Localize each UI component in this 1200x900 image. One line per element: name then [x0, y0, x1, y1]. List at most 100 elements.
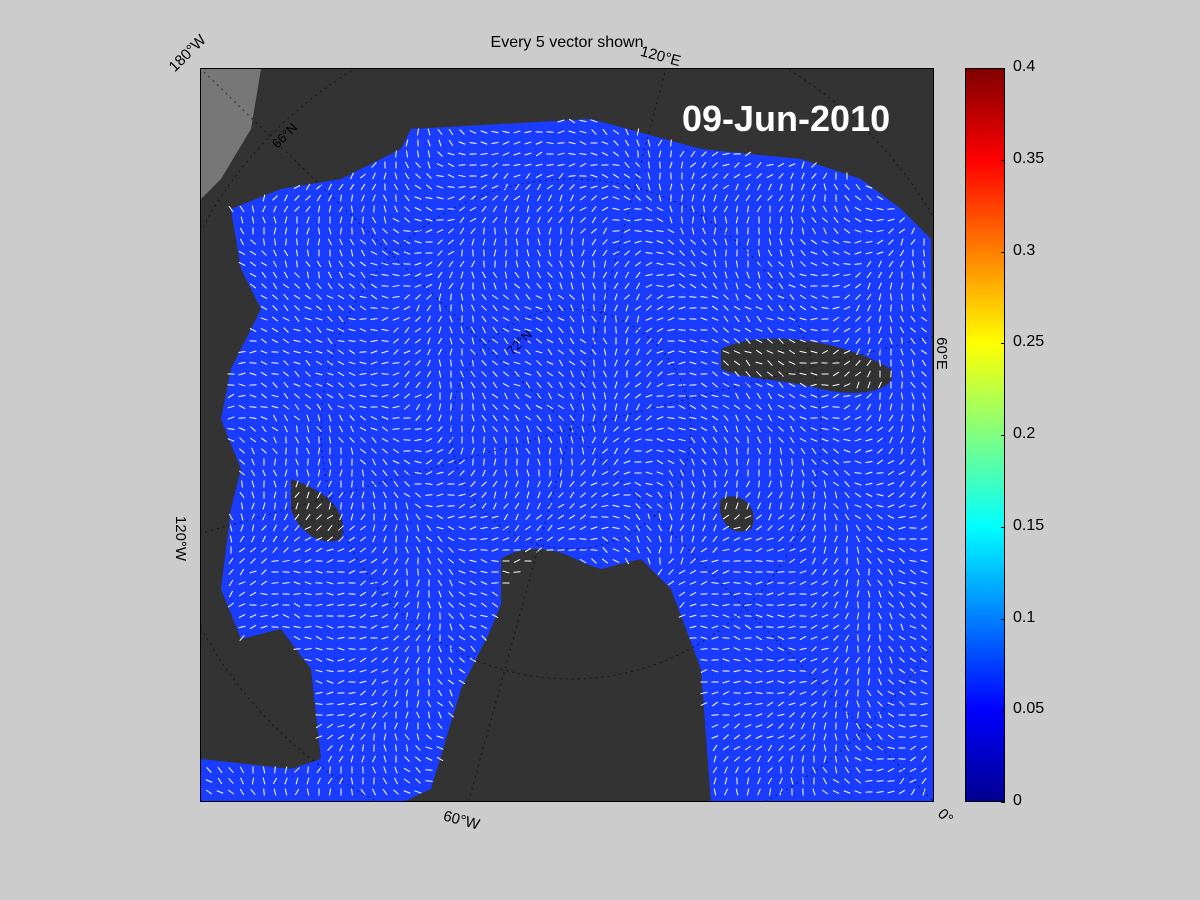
vector-arrow [273, 227, 277, 235]
vector-arrow [889, 612, 893, 620]
vector-arrow [843, 415, 851, 421]
vector-arrow [304, 350, 312, 354]
vector-arrow [725, 447, 727, 455]
vector-arrow [647, 150, 651, 158]
vector-arrow [404, 206, 410, 212]
vector-arrow [646, 535, 652, 543]
vector-arrow [667, 383, 675, 387]
vector-arrow [294, 393, 300, 399]
vector-arrow [920, 613, 928, 619]
vector-arrow [274, 238, 276, 246]
vector-arrow [724, 282, 728, 290]
vector-arrow [469, 603, 477, 607]
velocity-vectors [205, 118, 928, 796]
vector-arrow [878, 590, 882, 598]
vector-arrow [769, 216, 771, 224]
vector-arrow [549, 238, 551, 246]
vector-arrow [722, 603, 730, 607]
vector-arrow [382, 690, 388, 696]
vector-arrow [570, 436, 574, 444]
vector-arrow [722, 372, 730, 376]
vector-arrow [822, 711, 828, 719]
vector-arrow [569, 481, 575, 487]
vector-arrow [371, 162, 377, 168]
vector-arrow [888, 635, 894, 641]
vector-arrow [326, 295, 334, 299]
vector-arrow [878, 414, 882, 422]
vector-arrow [734, 436, 740, 444]
vector-arrow [414, 503, 422, 509]
vector-arrow [778, 205, 784, 213]
vector-arrow [646, 546, 652, 554]
vector-arrow [481, 371, 487, 377]
vector-arrow [239, 788, 245, 796]
vector-arrow [370, 614, 378, 618]
vector-arrow [911, 425, 915, 433]
vector-arrow [832, 417, 840, 419]
vector-arrow [581, 403, 585, 411]
vector-arrow [855, 656, 861, 664]
vector-arrow [711, 305, 719, 311]
vector-arrow [856, 535, 860, 543]
vector-arrow [811, 227, 817, 235]
vector-arrow [294, 788, 300, 796]
vector-arrow [458, 668, 466, 674]
vector-arrow [293, 294, 301, 300]
vector-arrow [250, 469, 256, 477]
vector-arrow [898, 492, 906, 498]
vector-arrow [909, 756, 917, 762]
vector-arrow [810, 592, 818, 596]
vector-arrow [414, 240, 422, 244]
vector-arrow [306, 777, 310, 785]
vector-arrow [888, 239, 894, 245]
vector-arrow [614, 381, 618, 389]
vector-arrow [635, 360, 641, 366]
vector-arrow [249, 406, 257, 408]
vector-arrow [470, 349, 476, 355]
vector-arrow [448, 436, 454, 444]
vector-arrow [722, 647, 730, 651]
vector-arrow [315, 625, 323, 629]
vector-arrow [337, 328, 345, 332]
vector-arrow [823, 502, 827, 510]
vector-arrow [812, 557, 816, 565]
vector-arrow [789, 436, 795, 444]
vector-arrow [471, 425, 475, 433]
vector-arrow [689, 416, 697, 420]
vector-arrow [414, 394, 422, 398]
vector-arrow [777, 647, 785, 651]
vector-arrow [845, 689, 849, 697]
vector-arrow [504, 480, 508, 488]
vector-arrow [448, 547, 454, 553]
vector-arrow [436, 448, 444, 454]
vector-arrow [459, 227, 465, 235]
vector-arrow [480, 592, 488, 596]
vector-arrow [361, 227, 365, 235]
vector-arrow [361, 194, 365, 202]
vector-arrow [315, 635, 323, 641]
vector-arrow [713, 194, 717, 202]
vector-arrow [712, 205, 718, 213]
vector-arrow [733, 350, 741, 354]
vector-arrow [779, 502, 783, 510]
vector-arrow [922, 392, 926, 400]
vector-arrow [857, 645, 859, 653]
vector-arrow [272, 547, 278, 553]
vector-arrow [282, 283, 290, 289]
vector-arrow [854, 217, 862, 223]
vector-arrow [558, 172, 564, 180]
vector-arrow [515, 238, 519, 246]
vector-arrow [338, 183, 344, 191]
vector-arrow [887, 208, 895, 210]
vector-arrow [612, 515, 620, 519]
vector-arrow [612, 207, 620, 211]
vector-arrow [526, 436, 530, 444]
vector-arrow [689, 339, 697, 343]
vector-arrow [691, 491, 695, 499]
vector-arrow [821, 384, 829, 386]
colorbar-tick-label: 0.35 [1013, 149, 1045, 167]
vector-arrow [810, 295, 818, 299]
vector-arrow [458, 482, 466, 486]
vector-arrow [427, 546, 431, 554]
vector-arrow [624, 536, 630, 542]
